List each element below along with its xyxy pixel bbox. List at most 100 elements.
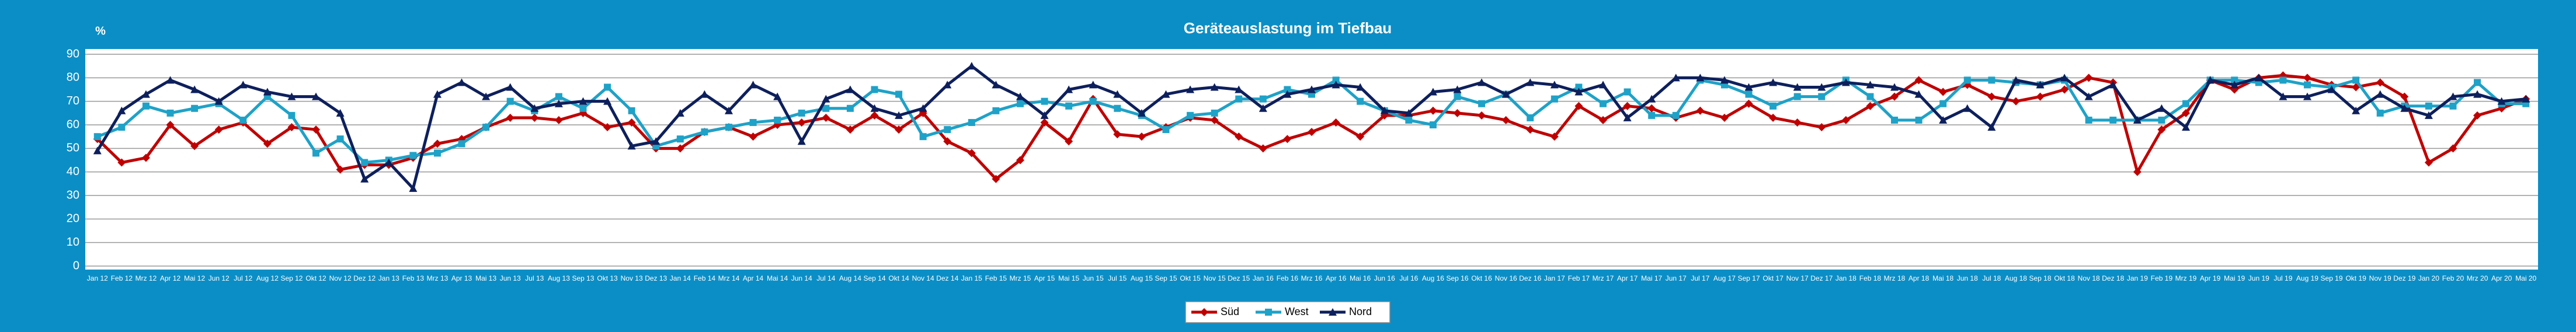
marker — [2279, 92, 2288, 100]
x-tick-label: Apr 20 — [2491, 274, 2512, 282]
marker — [2157, 125, 2166, 134]
marker — [2084, 74, 2093, 82]
marker — [1648, 111, 1656, 119]
y-tick-label: 20 — [67, 212, 79, 225]
marker — [1551, 95, 1558, 103]
marker — [919, 133, 927, 141]
marker — [2060, 74, 2069, 82]
marker — [1040, 118, 1049, 127]
marker — [1696, 106, 1705, 115]
marker — [676, 109, 684, 117]
marker — [1866, 93, 1874, 100]
marker — [141, 90, 150, 98]
marker — [1113, 130, 1122, 139]
marker — [117, 106, 126, 114]
marker — [1040, 111, 1049, 119]
marker — [117, 158, 126, 167]
marker — [1478, 78, 1486, 86]
marker — [191, 104, 199, 112]
marker — [2060, 85, 2069, 94]
x-tick-label: Jun 12 — [208, 274, 230, 282]
x-tick-label: Mrz 13 — [427, 274, 449, 282]
marker — [1501, 90, 1510, 98]
marker — [118, 124, 126, 131]
marker — [1210, 116, 1219, 124]
marker — [2473, 90, 2482, 98]
marker — [506, 113, 514, 122]
marker — [1550, 132, 1559, 141]
marker — [822, 104, 830, 112]
x-tick-label: Jul 17 — [1691, 274, 1709, 282]
marker — [1308, 85, 1316, 93]
marker — [1187, 111, 1194, 119]
marker — [1284, 86, 1291, 93]
marker — [1599, 81, 1608, 89]
marker — [2133, 116, 2142, 124]
marker — [1890, 92, 1899, 101]
marker — [1200, 308, 1208, 316]
x-tick-label: Apr 12 — [160, 274, 181, 282]
marker — [1770, 102, 1777, 110]
marker — [554, 116, 563, 124]
x-tick-label: Dez 12 — [353, 274, 376, 282]
x-tick-label: Okt 15 — [1180, 274, 1201, 282]
marker — [992, 81, 1000, 89]
marker — [1405, 109, 1413, 117]
marker — [627, 142, 636, 150]
x-tick-label: Jan 16 — [1253, 274, 1274, 282]
x-tick-label: Mrz 19 — [2175, 274, 2197, 282]
x-tick-label: Feb 13 — [402, 274, 425, 282]
marker — [1769, 78, 1778, 86]
marker — [1429, 121, 1437, 128]
marker — [1283, 135, 1292, 144]
marker — [1550, 81, 1559, 89]
marker — [1745, 90, 1753, 98]
marker — [2522, 95, 2530, 103]
x-tick-label: Feb 12 — [111, 274, 133, 282]
marker — [1235, 132, 1243, 141]
marker — [1963, 76, 1971, 84]
marker — [336, 109, 345, 117]
marker — [1332, 76, 1340, 84]
marker — [870, 111, 879, 120]
x-tick-label: Feb 14 — [694, 274, 716, 282]
x-tick-label: Sep 14 — [863, 274, 885, 282]
marker — [312, 149, 320, 157]
marker — [1162, 126, 1170, 134]
marker — [846, 85, 854, 93]
marker — [603, 97, 612, 105]
x-tick-label: Aug 14 — [839, 274, 861, 282]
x-tick-label: Nov 12 — [329, 274, 352, 282]
y-tick-label: 50 — [67, 142, 79, 155]
x-tick-label: Jun 13 — [500, 274, 521, 282]
marker — [190, 142, 199, 151]
marker — [1186, 85, 1195, 93]
marker — [360, 174, 369, 183]
x-tick-label: Apr 15 — [1034, 274, 1055, 282]
marker — [554, 99, 563, 107]
marker — [1793, 93, 1801, 100]
marker — [1478, 111, 1486, 120]
marker — [214, 97, 223, 105]
marker — [1793, 118, 1802, 127]
x-tick-label: Jan 20 — [2418, 274, 2439, 282]
marker — [1380, 106, 1389, 114]
marker — [93, 133, 101, 141]
marker — [846, 125, 854, 134]
marker — [797, 137, 806, 145]
marker — [1428, 88, 1437, 96]
marker — [1914, 90, 1923, 98]
x-tick-label: Jun 19 — [2248, 274, 2269, 282]
marker — [384, 158, 393, 166]
marker — [1428, 106, 1437, 115]
marker — [166, 109, 174, 117]
marker — [773, 92, 782, 100]
x-tick-label: Jun 16 — [1374, 274, 1395, 282]
marker — [2424, 111, 2433, 119]
y-tick-label: 60 — [67, 118, 79, 131]
legend-label: West — [1285, 306, 1309, 317]
legend-label: Nord — [1349, 306, 1372, 317]
x-tick-label: Jul 12 — [234, 274, 252, 282]
marker — [603, 123, 612, 132]
marker — [2133, 167, 2142, 176]
